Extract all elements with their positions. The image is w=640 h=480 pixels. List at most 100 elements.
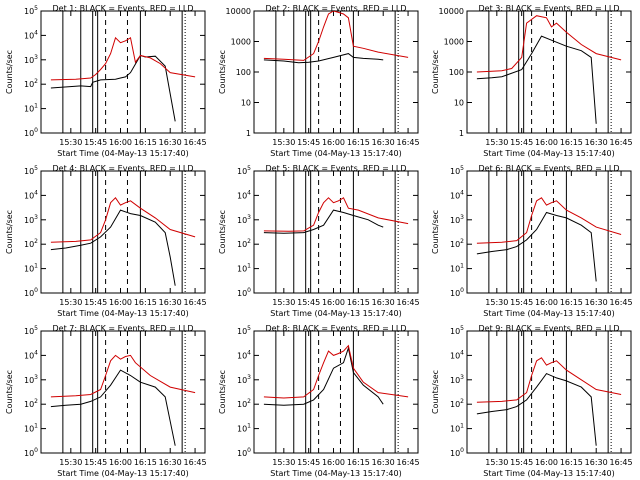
y-tick-label: 100 — [24, 447, 38, 458]
y-tick-label: 105 — [24, 5, 38, 16]
y-tick-label: 103 — [237, 214, 251, 225]
plot-frame — [466, 170, 632, 294]
y-tick-label: 103 — [24, 214, 38, 225]
x-tick-label: 15:45 — [510, 298, 533, 307]
panel-det-3: 1 10 100 1000 10000 15:30 15:45 16:00 16:15 16:30… — [431, 4, 633, 158]
y-tick-label: 104 — [450, 349, 464, 360]
y-axis-label: Counts/sec — [5, 50, 14, 94]
x-tick-label: 16:30 — [159, 298, 182, 307]
y-tick-label: 10 — [241, 99, 251, 108]
y-tick-label: 10000 — [226, 7, 251, 16]
y-tick-label: 1 — [459, 129, 464, 138]
series-events-det-5 — [263, 209, 384, 234]
x-tick-label: 16:00 — [109, 138, 132, 147]
x-tick-label: 16:15 — [134, 458, 157, 467]
series-lld-det-7 — [50, 354, 196, 398]
y-axis-label: Counts/sec — [218, 370, 227, 414]
plot-frame — [40, 330, 206, 454]
x-tick-label: 16:45 — [610, 458, 633, 467]
series-lld-det-6 — [476, 197, 622, 244]
y-tick-label: 101 — [237, 423, 251, 434]
x-tick-label: 16:15 — [134, 138, 157, 147]
series-events-det-1 — [50, 54, 176, 122]
series-lld-det-4 — [50, 197, 196, 243]
x-axis-label: Start Time (04-May-13 15:17:40) — [483, 149, 614, 158]
y-tick-label: 102 — [24, 238, 38, 249]
x-tick-label: 16:15 — [347, 138, 370, 147]
x-tick-label: 16:30 — [372, 458, 395, 467]
x-tick-label: 15:30 — [59, 138, 82, 147]
x-tick-label: 16:15 — [560, 298, 583, 307]
x-tick-label: 15:30 — [59, 458, 82, 467]
x-tick-label: 16:00 — [322, 458, 345, 467]
x-tick-label: 15:30 — [485, 138, 508, 147]
x-tick-label: 15:45 — [84, 138, 107, 147]
x-tick-label: 16:00 — [109, 298, 132, 307]
x-tick-label: 15:45 — [510, 138, 533, 147]
x-tick-label: 16:00 — [322, 298, 345, 307]
y-tick-label: 100 — [24, 287, 38, 298]
series-events-det-9 — [476, 372, 597, 446]
x-axis-label: Start Time (04-May-13 15:17:40) — [483, 309, 614, 318]
x-tick-label: 15:30 — [272, 138, 295, 147]
x-tick-label: 16:15 — [560, 138, 583, 147]
series-lld-det-5 — [263, 197, 409, 232]
x-axis-label: Start Time (04-May-13 15:17:40) — [57, 149, 188, 158]
plot-frame — [40, 10, 206, 134]
y-tick-label: 100 — [449, 68, 464, 77]
y-tick-label: 103 — [450, 374, 464, 385]
plot-frame — [253, 170, 419, 294]
y-tick-label: 100 — [450, 287, 464, 298]
y-tick-label: 101 — [24, 103, 38, 114]
y-axis-label: Counts/sec — [5, 370, 14, 414]
x-tick-label: 16:30 — [159, 138, 182, 147]
x-tick-label: 16:30 — [372, 138, 395, 147]
y-tick-label: 105 — [24, 325, 38, 336]
x-tick-label: 16:45 — [184, 458, 207, 467]
y-tick-label: 105 — [450, 325, 464, 336]
y-tick-label: 10 — [454, 99, 464, 108]
y-tick-label: 103 — [450, 214, 464, 225]
series-lld-det-2 — [263, 10, 409, 61]
plot-frame — [253, 10, 419, 134]
x-tick-label: 16:45 — [184, 298, 207, 307]
y-tick-label: 104 — [24, 189, 38, 200]
y-tick-label: 102 — [237, 398, 251, 409]
y-tick-label: 1000 — [231, 38, 251, 47]
panel-title: Det 6: BLACK = Events, RED = LLD — [479, 164, 620, 173]
x-tick-label: 16:15 — [347, 298, 370, 307]
y-tick-label: 1000 — [444, 38, 464, 47]
y-tick-label: 101 — [24, 263, 38, 274]
series-lld-det-9 — [476, 357, 622, 403]
x-tick-label: 16:00 — [535, 298, 558, 307]
x-tick-label: 15:30 — [59, 298, 82, 307]
x-tick-label: 16:45 — [610, 298, 633, 307]
series-events-det-7 — [50, 369, 176, 446]
x-tick-label: 16:45 — [397, 138, 420, 147]
y-tick-label: 101 — [450, 263, 464, 274]
y-tick-label: 104 — [237, 349, 251, 360]
y-tick-label: 100 — [24, 127, 38, 138]
y-tick-label: 101 — [237, 263, 251, 274]
x-tick-label: 16:45 — [610, 138, 633, 147]
x-tick-label: 16:30 — [372, 298, 395, 307]
y-axis-label: Counts/sec — [218, 50, 227, 94]
y-tick-label: 102 — [24, 398, 38, 409]
y-tick-label: 105 — [24, 165, 38, 176]
series-events-det-2 — [263, 53, 384, 64]
y-tick-label: 104 — [24, 349, 38, 360]
series-events-det-3 — [476, 35, 597, 124]
panel-title: Det 1: BLACK = Events, RED = LLD — [53, 4, 194, 13]
x-tick-label: 16:00 — [109, 458, 132, 467]
x-tick-label: 15:45 — [297, 458, 320, 467]
y-axis-label: Counts/sec — [431, 370, 440, 414]
y-tick-label: 100 — [450, 447, 464, 458]
x-tick-label: 15:45 — [84, 458, 107, 467]
y-tick-label: 104 — [237, 189, 251, 200]
y-tick-label: 102 — [450, 238, 464, 249]
panel-title: Det 7: BLACK = Events, RED = LLD — [53, 324, 194, 333]
